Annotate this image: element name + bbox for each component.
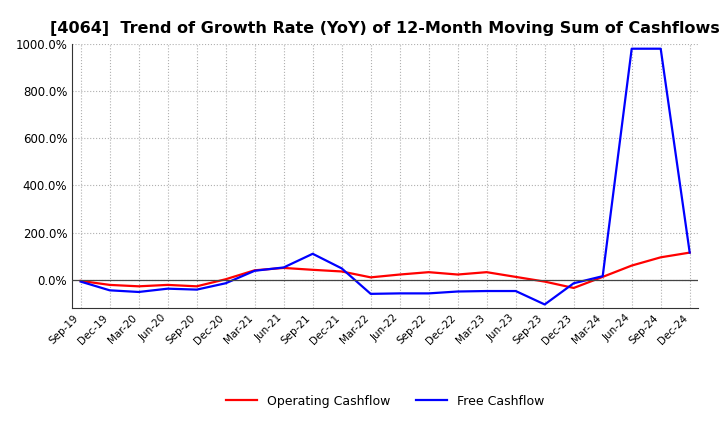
Free Cashflow	[308, 251, 317, 257]
Title: [4064]  Trend of Growth Rate (YoY) of 12-Month Moving Sum of Cashflows: [4064] Trend of Growth Rate (YoY) of 12-…	[50, 21, 720, 36]
Operating Cashflow	[627, 263, 636, 268]
Operating Cashflow	[105, 282, 114, 288]
Free Cashflow	[279, 265, 288, 270]
Free Cashflow	[570, 281, 578, 286]
Operating Cashflow	[163, 282, 172, 288]
Legend: Operating Cashflow, Free Cashflow: Operating Cashflow, Free Cashflow	[221, 390, 549, 413]
Free Cashflow	[685, 250, 694, 255]
Free Cashflow	[221, 281, 230, 286]
Operating Cashflow	[192, 284, 201, 289]
Free Cashflow	[627, 46, 636, 51]
Operating Cashflow	[570, 285, 578, 290]
Operating Cashflow	[366, 275, 375, 280]
Operating Cashflow	[454, 272, 462, 277]
Operating Cashflow	[482, 270, 491, 275]
Free Cashflow	[424, 291, 433, 296]
Free Cashflow	[251, 268, 259, 273]
Free Cashflow	[105, 288, 114, 293]
Free Cashflow	[163, 286, 172, 291]
Line: Free Cashflow: Free Cashflow	[81, 49, 690, 304]
Free Cashflow	[395, 291, 404, 296]
Operating Cashflow	[251, 268, 259, 273]
Operating Cashflow	[541, 279, 549, 284]
Free Cashflow	[657, 46, 665, 51]
Operating Cashflow	[395, 272, 404, 277]
Free Cashflow	[192, 287, 201, 292]
Operating Cashflow	[221, 277, 230, 282]
Line: Operating Cashflow: Operating Cashflow	[81, 253, 690, 288]
Free Cashflow	[541, 302, 549, 307]
Operating Cashflow	[511, 274, 520, 279]
Free Cashflow	[511, 288, 520, 293]
Operating Cashflow	[598, 274, 607, 279]
Operating Cashflow	[308, 267, 317, 272]
Operating Cashflow	[657, 255, 665, 260]
Operating Cashflow	[135, 284, 143, 289]
Free Cashflow	[598, 274, 607, 279]
Free Cashflow	[454, 289, 462, 294]
Free Cashflow	[135, 290, 143, 295]
Operating Cashflow	[76, 278, 85, 283]
Free Cashflow	[366, 291, 375, 297]
Free Cashflow	[338, 266, 346, 271]
Operating Cashflow	[424, 270, 433, 275]
Operating Cashflow	[279, 265, 288, 271]
Operating Cashflow	[338, 269, 346, 274]
Free Cashflow	[76, 279, 85, 284]
Free Cashflow	[482, 288, 491, 293]
Operating Cashflow	[685, 250, 694, 255]
